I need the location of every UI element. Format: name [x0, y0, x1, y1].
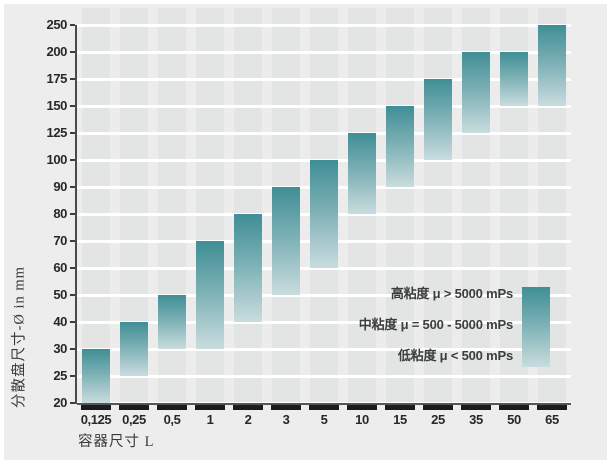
y-tick-label: 60: [53, 260, 67, 275]
y-tick-label: 50: [53, 287, 67, 302]
y-tick-mark: [70, 321, 75, 323]
x-tick-label: 0,125: [80, 412, 112, 427]
y-tick-mark: [70, 240, 75, 242]
y-tick-label: 70: [53, 233, 67, 248]
y-tick-mark: [70, 132, 75, 134]
x-axis-line: [77, 403, 571, 405]
y-tick-mark: [70, 348, 75, 350]
legend-gradient-swatch: [522, 287, 550, 367]
x-tick-label: 65: [545, 412, 559, 427]
y-tick-mark: [70, 267, 75, 269]
range-bar-0,125: [82, 349, 110, 403]
legend-item: 中粘度 μ = 500 - 5000 mPs: [358, 317, 513, 332]
x-tick-label: 1: [206, 412, 214, 427]
y-tick-mark: [70, 78, 75, 80]
y-tick-label: 90: [53, 179, 67, 194]
y-tick-mark: [70, 24, 75, 26]
y-tick-label: 30: [53, 341, 67, 356]
x-tick-label: 25: [431, 412, 445, 427]
range-bar-1: [196, 241, 224, 349]
y-tick-mark: [70, 159, 75, 161]
x-tick-label: 50: [507, 412, 521, 427]
range-bar-10: [348, 133, 376, 214]
range-bar-0,25: [120, 322, 148, 376]
y-tick-mark: [70, 186, 75, 188]
y-tick-mark: [70, 375, 75, 377]
range-bar-35: [462, 52, 490, 133]
x-tick-label: 35: [469, 412, 483, 427]
range-bar-0,5: [158, 295, 186, 349]
y-tick-label: 125: [46, 125, 68, 140]
range-bar-15: [386, 106, 414, 187]
x-tick-label: 0,25: [122, 412, 146, 427]
x-tick-label: 10: [355, 412, 369, 427]
y-tick-label: 150: [46, 98, 68, 113]
y-tick-mark: [70, 105, 75, 107]
x-tick-label: 3: [282, 412, 290, 427]
y-tick-label: 25: [53, 368, 67, 383]
range-bar-3: [272, 187, 300, 295]
y-axis-line: [75, 25, 77, 404]
range-bar-65: [538, 25, 566, 106]
y-tick-mark: [70, 402, 75, 404]
y-tick-label: 100: [46, 152, 68, 167]
y-tick-mark: [70, 51, 75, 53]
y-tick-label: 250: [46, 17, 68, 32]
x-axis-title: 容器尺寸 L: [78, 434, 155, 450]
legend-item: 高粘度 μ > 5000 mPs: [390, 286, 513, 301]
legend-item: 低粘度 μ < 500 mPs: [397, 348, 513, 363]
range-bar-50: [500, 52, 528, 106]
y-tick-label: 40: [53, 314, 67, 329]
y-tick-label: 175: [46, 71, 68, 86]
x-tick-label: 0,5: [163, 412, 181, 427]
y-tick-label: 80: [53, 206, 67, 221]
x-tick-label: 5: [320, 412, 328, 427]
range-bar-5: [310, 160, 338, 268]
chart-page-background: 250 200 175 150 125 100 90 80 70 60 50 40 30 25 20 0,1…: [4, 4, 607, 460]
y-tick-mark: [70, 294, 75, 296]
y-tick-label: 20: [53, 395, 67, 410]
x-tick-label: 2: [244, 412, 252, 427]
x-axis-tick-dashes: [77, 405, 571, 410]
x-tick-label: 15: [393, 412, 407, 427]
y-tick-mark: [70, 213, 75, 215]
range-bar-25: [424, 79, 452, 160]
range-bar-2: [234, 214, 262, 322]
y-tick-label: 200: [46, 44, 68, 59]
y-axis-title: 分散盘尺寸-Ø in mm: [11, 266, 28, 408]
legend-labels: 高粘度 μ > 5000 mPs 中粘度 μ = 500 - 5000 mPs 低粘…: [359, 286, 513, 364]
